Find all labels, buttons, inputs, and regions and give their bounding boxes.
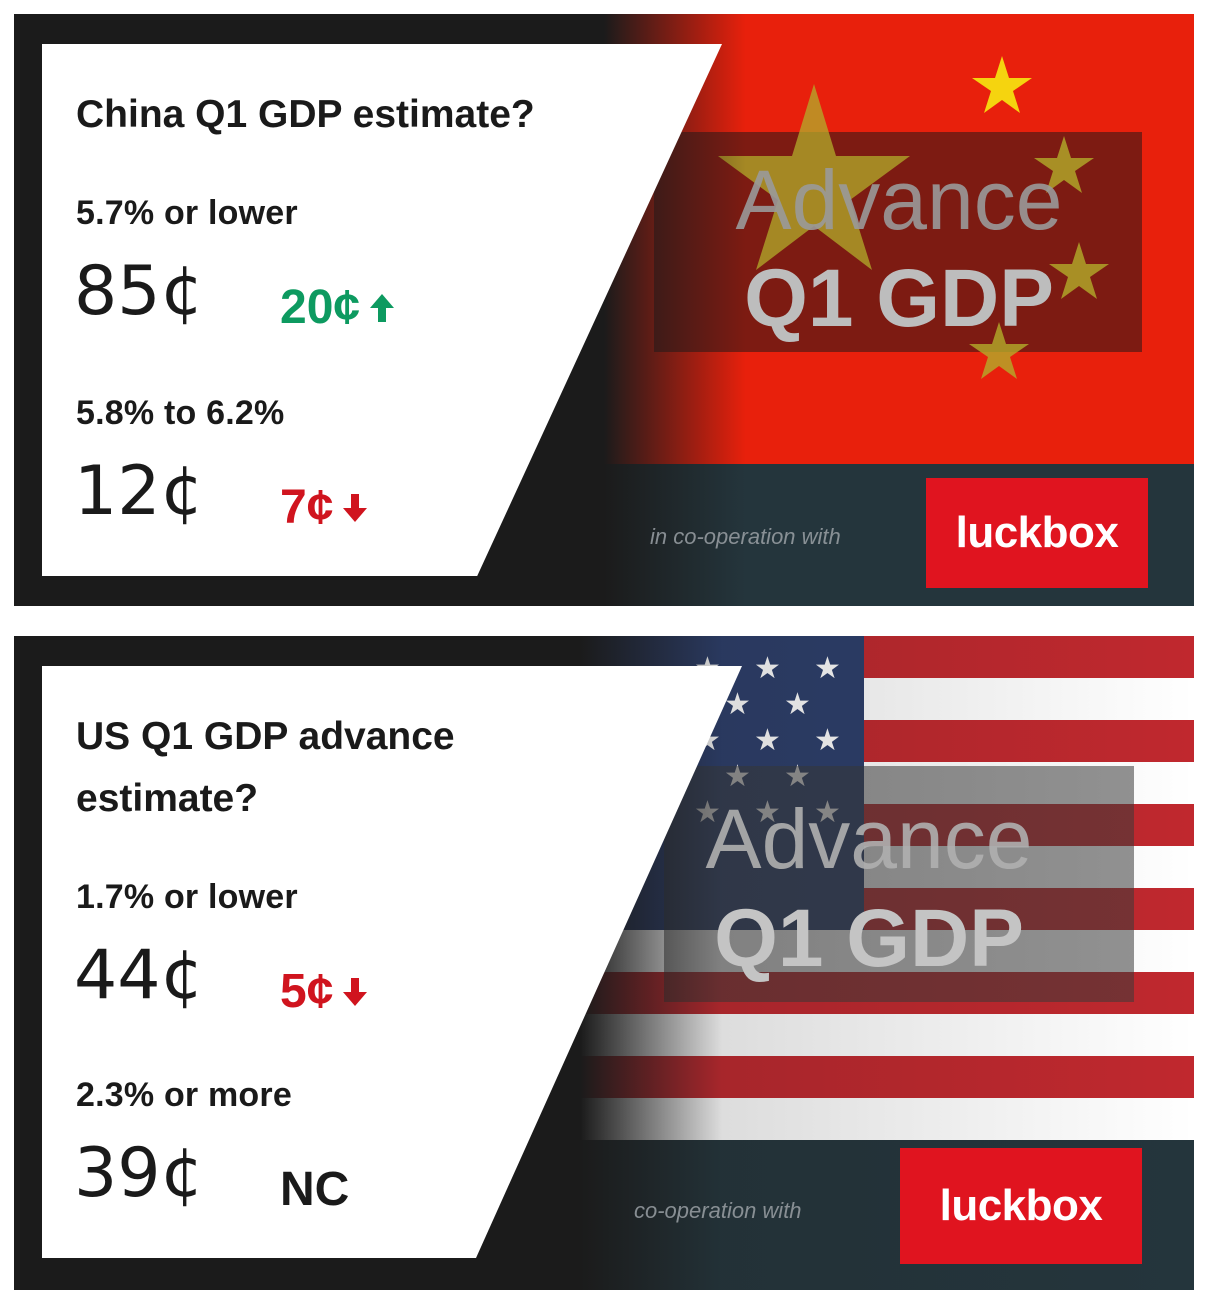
luckbox-logo: luckbox xyxy=(900,1148,1142,1264)
change-value: 20¢ xyxy=(280,281,361,334)
outcome-range: 5.7% or lower xyxy=(76,194,298,232)
china-gdp-card: Advance Q1 GDP China Q1 GDP estimate? 5.… xyxy=(14,14,1194,606)
arrow-down-icon xyxy=(343,977,368,1006)
arrow-down-icon xyxy=(343,493,368,522)
change-value: NC xyxy=(280,1163,350,1216)
change-value: 5¢ xyxy=(280,965,334,1018)
outcome-range: 1.7% or lower xyxy=(76,878,298,916)
partner-text: in co-operation with xyxy=(650,524,841,549)
price-change: 5¢ xyxy=(280,964,368,1019)
price-change: 20¢ xyxy=(280,280,395,335)
question-title: China Q1 GDP estimate? xyxy=(76,93,535,136)
outcome-range: 5.8% to 6.2% xyxy=(76,394,285,432)
outcome-range: 2.3% or more xyxy=(76,1076,292,1114)
outcome-price: 85¢ xyxy=(74,252,204,331)
outcome-price: 44¢ xyxy=(74,936,204,1015)
us-gdp-card: ★ ★ ★ ★ ★ ★ ★ ★ ★ ★ ★ ★ ★ Advance Q1 GDP… xyxy=(14,636,1194,1290)
change-value: 7¢ xyxy=(280,481,334,534)
question-title: US Q1 GDP advance estimate? xyxy=(76,715,455,820)
price-change: 7¢ xyxy=(280,480,368,535)
outcome-price: 12¢ xyxy=(74,452,204,531)
banner-q1-gdp: Q1 GDP xyxy=(714,893,1024,984)
arrow-up-icon xyxy=(370,293,395,322)
banner-advance: Advance xyxy=(706,792,1033,886)
luckbox-logo: luckbox xyxy=(926,478,1148,588)
outcome-price: 39¢ xyxy=(74,1134,204,1213)
banner-q1-gdp: Q1 GDP xyxy=(744,253,1054,344)
price-change: NC xyxy=(280,1162,349,1217)
banner-advance: Advance xyxy=(736,153,1063,247)
partner-text: co-operation with xyxy=(634,1198,802,1223)
